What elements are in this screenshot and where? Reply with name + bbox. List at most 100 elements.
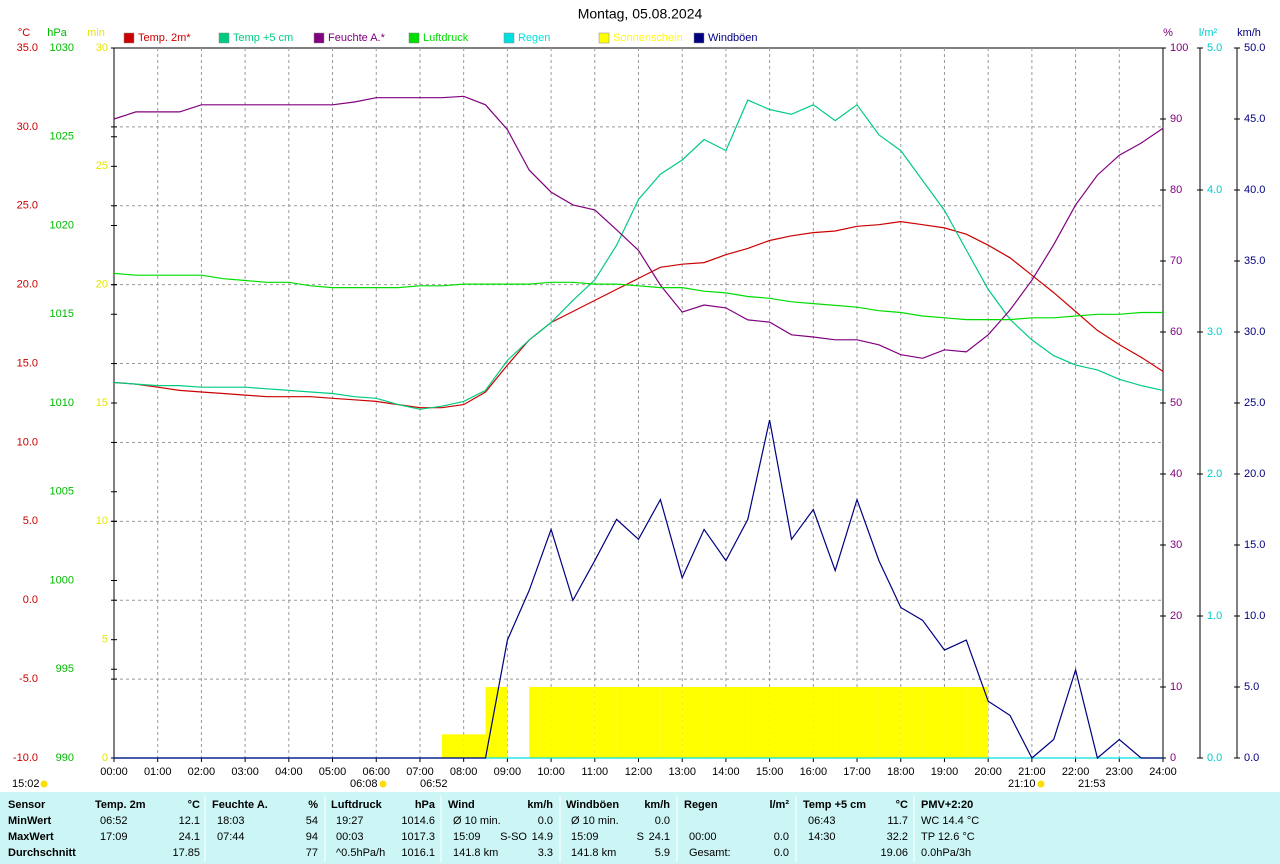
x-tick-label: 10:00 (537, 766, 565, 778)
sunshine-bar (944, 687, 967, 758)
column-header: Luftdruck (331, 799, 383, 811)
column-unit: °C (896, 799, 908, 811)
table-cell: 14:30 (808, 831, 836, 843)
table-cell: WC 14.4 °C (921, 815, 979, 827)
sunshine-bar (725, 687, 748, 758)
y-tick-label: 35.0 (1244, 255, 1265, 267)
series-line (114, 419, 1163, 760)
table-cell: 0.0 (774, 831, 789, 843)
y-tick-label: 2.0 (1207, 468, 1222, 480)
sun-icon (379, 780, 387, 788)
y-tick-label: 0.0 (1207, 752, 1222, 764)
x-tick-label: 00:00 (100, 766, 128, 778)
column-header: Temp. 2m (95, 799, 146, 811)
legend-label: Sonnenschein (613, 32, 683, 44)
y-tick-label: 995 (56, 663, 74, 675)
legend-label: Regen (518, 32, 550, 44)
x-tick-label: 11:00 (581, 766, 608, 778)
annotation: 21:53 (1078, 778, 1106, 790)
x-tick-label: 14:00 (712, 766, 740, 778)
y-tick-label: 50 (1170, 397, 1182, 409)
table-cell: 11.7 (887, 815, 908, 827)
y-tick-label: 1.0 (1207, 610, 1222, 622)
y-tick-label: -10.0 (13, 752, 38, 764)
y-tick-label: 0.0 (1244, 752, 1259, 764)
table-cell: 19:27 (336, 815, 364, 827)
sunshine-bar (813, 687, 836, 758)
x-tick-label: 06:00 (362, 766, 390, 778)
sunshine-bar (704, 687, 726, 758)
row-label: MinWert (8, 815, 52, 827)
column-unit: % (308, 799, 318, 811)
table-cell: 06:43 (808, 815, 836, 827)
sunshine-bar (572, 687, 595, 758)
sunshine-bar (616, 687, 639, 758)
sunshine-bar (441, 734, 464, 758)
table-cell: S (637, 831, 644, 843)
table-cell: 1014.6 (401, 815, 435, 827)
column-header: Temp +5 cm (803, 799, 866, 811)
table-cell: 54 (306, 815, 318, 827)
y-tick-label: 90 (1170, 113, 1182, 125)
stats-table: Sensor Temp. 2m °C Feuchte A.% Luftdruck hPa W… (8, 796, 979, 862)
sunshine-bar (900, 687, 923, 758)
x-tick-label: 24:00 (1149, 766, 1177, 778)
y-tick-label: 0 (102, 752, 108, 764)
legend-swatch (218, 32, 230, 44)
x-tick-label: 16:00 (800, 766, 828, 778)
y-tick-label: 0 (1170, 752, 1176, 764)
table-cell: 1016.1 (401, 847, 435, 859)
x-tick-label: 21:00 (1018, 766, 1046, 778)
x-tick-label: 03:00 (231, 766, 259, 778)
column-header: Sensor (8, 799, 46, 811)
table-cell: 12.1 (179, 815, 200, 827)
table-cell: Gesamt: (689, 847, 731, 859)
column-unit: °C (188, 799, 200, 811)
y-tick-label: 30 (1170, 539, 1182, 551)
y-tick-label: 1030 (50, 42, 74, 54)
x-tick-label: 07:00 (406, 766, 434, 778)
column-header: PMV+2:20 (921, 799, 973, 811)
table-cell: 5.9 (655, 847, 670, 859)
series-line (113, 272, 1163, 321)
table-cell: 15:09 (453, 831, 481, 843)
table-cell: 32.2 (887, 831, 908, 843)
y-tick-label: 40.0 (1244, 184, 1265, 196)
column-unit: km/h (644, 799, 670, 811)
table-cell: 77 (306, 847, 318, 859)
table-cell: ^0.5hPa/h (336, 847, 385, 859)
axis-unit: hPa (47, 27, 67, 39)
table-cell: 0.0 (774, 847, 789, 859)
table-cell: 06:52 (100, 815, 128, 827)
table-cell: TP 12.6 °C (921, 831, 975, 843)
axis-unit: min (87, 27, 105, 39)
sunshine-bar (551, 687, 573, 758)
x-tick-label: 15:00 (756, 766, 784, 778)
table-cell: S-SO (500, 831, 527, 843)
chart-title: Montag, 05.08.2024 (578, 6, 703, 22)
y-tick-label: 0.0 (23, 594, 38, 606)
y-tick-label: 1005 (50, 486, 74, 498)
table-cell: Ø 10 min. (571, 815, 619, 827)
y-tick-label: 15.0 (17, 357, 38, 369)
x-tick-label: 17:00 (843, 766, 871, 778)
table-cell: 00:00 (689, 831, 717, 843)
table-background (0, 792, 1280, 864)
sunshine-bar (878, 687, 901, 758)
sunshine-bar (747, 687, 770, 758)
axis-unit: km/h (1237, 27, 1261, 39)
legend-swatch (598, 32, 610, 44)
y-tick-label: 5.0 (23, 515, 38, 527)
column-header: Feuchte A. (212, 799, 268, 811)
y-tick-label: 50.0 (1244, 42, 1265, 54)
legend-swatch (313, 32, 325, 44)
y-tick-label: 20 (96, 279, 108, 291)
x-tick-label: 12:00 (625, 766, 653, 778)
y-tick-label: 990 (56, 752, 74, 764)
sunshine-bar (638, 687, 661, 758)
sunshine-bar (769, 687, 792, 758)
table-cell: 15:09 (571, 831, 599, 843)
y-tick-label: 30.0 (17, 121, 38, 133)
series-line (113, 99, 1164, 410)
